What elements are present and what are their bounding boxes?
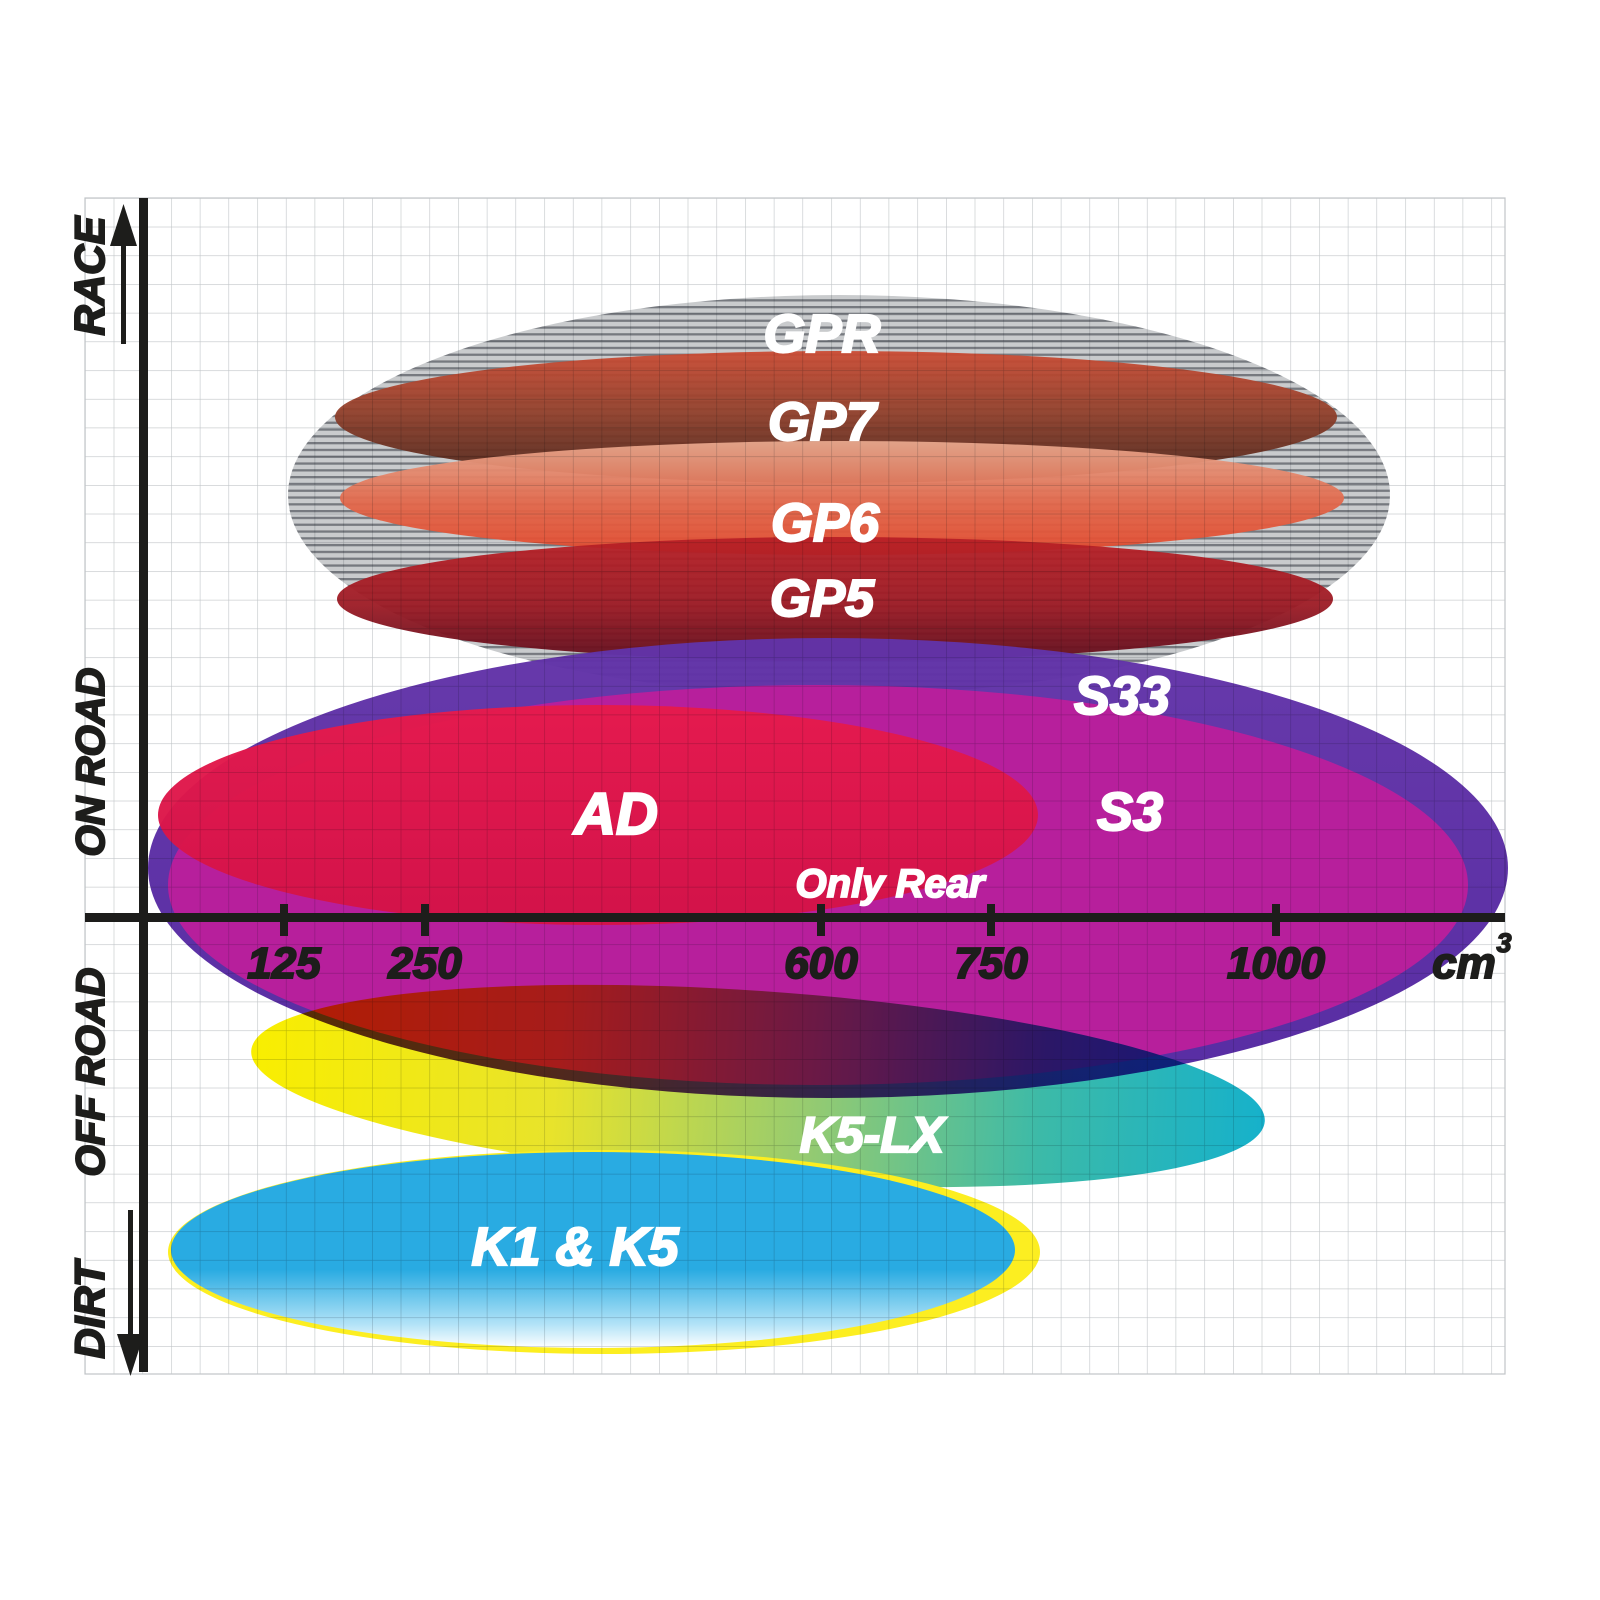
tick-label-600: 600 (784, 939, 858, 988)
label-gpr: GPR (763, 304, 880, 364)
y-label-dirt: DIRT (66, 1258, 113, 1359)
x-axis-unit-exponent: 3 (1496, 928, 1511, 958)
label-gp7: GP7 (768, 392, 879, 452)
axes (85, 198, 1505, 1376)
up-arrow-icon (110, 204, 137, 344)
label-only-rear: Only Rear (796, 862, 987, 906)
tick-label-750: 750 (954, 939, 1028, 988)
y-label-on-road: ON ROAD (69, 668, 113, 857)
label-ad: AD (572, 782, 658, 847)
y-label-race: RACE (66, 215, 113, 336)
label-s3: S3 (1097, 782, 1163, 842)
label-k5lx: K5-LX (800, 1107, 947, 1163)
tick-1000 (1272, 904, 1280, 936)
x-axis-line (85, 913, 1505, 922)
label-s33: S33 (1074, 666, 1170, 726)
tick-250 (421, 904, 429, 936)
y-axis-line (139, 198, 148, 1372)
tick-label-1000: 1000 (1227, 939, 1325, 988)
down-arrow-icon (117, 1210, 144, 1376)
tick-125 (280, 904, 288, 936)
x-axis-unit: cm (1432, 939, 1496, 988)
tick-750 (987, 904, 995, 936)
tick-600 (817, 904, 825, 936)
label-k1k5: K1 & K5 (471, 1217, 679, 1277)
tick-label-125: 125 (247, 939, 321, 988)
label-gp6: GP6 (771, 493, 880, 553)
y-label-off-road: OFF ROAD (69, 968, 113, 1177)
tick-label-250: 250 (387, 939, 462, 988)
label-gp5: GP5 (770, 570, 875, 628)
grid-overlay (84, 197, 1506, 1375)
